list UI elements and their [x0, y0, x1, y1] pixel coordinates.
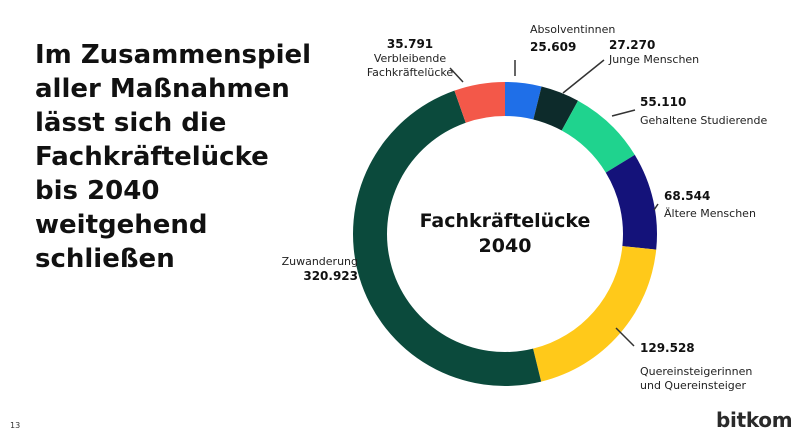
headline-line: Im Zusammenspiel — [35, 40, 312, 70]
donut-slice — [605, 154, 658, 250]
slice-value: 25.609 — [530, 40, 576, 54]
headline-line: bis 2040 — [35, 176, 160, 206]
slice-label: Ältere Menschen — [664, 207, 756, 220]
leader-line — [611, 109, 636, 117]
slice-value: 68.544 — [664, 189, 710, 203]
leader-line — [653, 203, 659, 211]
slice-value: 129.528 — [640, 341, 695, 355]
donut-slices — [352, 82, 658, 387]
leader-lines — [449, 59, 659, 347]
headline: Im Zusammenspiel aller Maßnahmen lässt s… — [35, 38, 312, 276]
slice-label: Verbleibende — [374, 52, 447, 65]
headline-line: lässt sich die — [35, 108, 227, 138]
center-label-year: 2040 — [479, 235, 532, 257]
headline-line: aller Maßnahmen — [35, 74, 290, 104]
donut-slice — [505, 82, 542, 120]
bitkom-logo: bitkom — [716, 408, 793, 432]
slice-label: Absolventinnen — [530, 23, 615, 36]
headline-line: Fachkräftelücke — [35, 142, 269, 172]
center-label: Fachkräftelücke — [420, 210, 591, 232]
leader-line — [562, 59, 605, 94]
donut-slice — [533, 86, 579, 131]
slice-value: 320.923 — [303, 269, 358, 283]
donut-slice — [533, 246, 657, 382]
headline-line: schließen — [35, 244, 175, 274]
slice-label: Zuwanderung — [282, 255, 358, 268]
slice-value: 35.791 — [387, 37, 433, 51]
page-number: 13 — [10, 421, 21, 430]
donut-slice — [454, 82, 505, 123]
leader-line — [449, 67, 464, 83]
headline-line: weitgehend — [35, 210, 208, 240]
leader-line — [615, 327, 635, 347]
slice-value: 27.270 — [609, 38, 655, 52]
slice-label: und Quereinsteiger — [640, 379, 747, 392]
slice-value: 55.110 — [640, 95, 686, 109]
donut-slice — [352, 90, 542, 387]
slice-label: Junge Menschen — [608, 53, 699, 66]
slice-label: Gehaltene Studierende — [640, 114, 767, 127]
slice-label: Quereinsteigerinnen — [640, 365, 752, 378]
slice-label: Fachkräftelücke — [367, 66, 454, 79]
donut-slice — [561, 100, 635, 173]
